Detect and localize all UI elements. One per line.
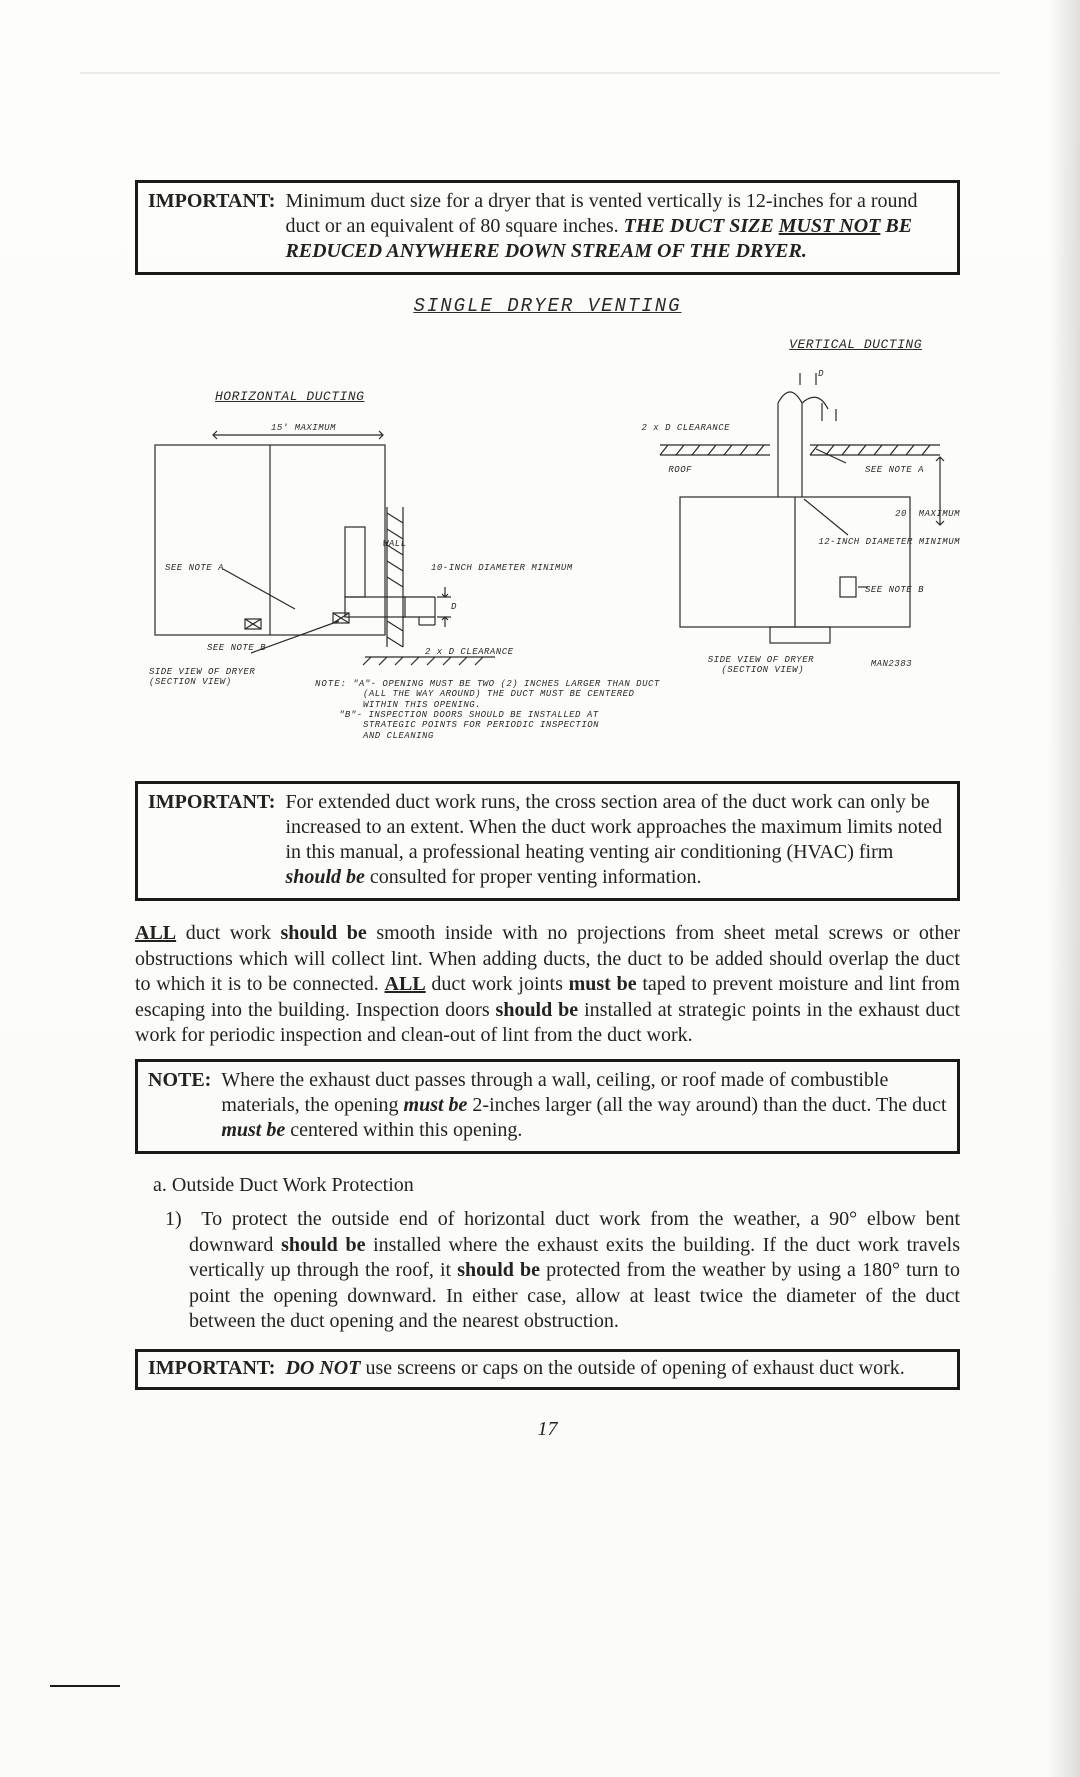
- see-note-b-right: SEE NOTE B: [865, 585, 924, 595]
- d-label-right: D: [818, 369, 824, 379]
- important-box-2: IMPORTANT: For extended duct work runs, …: [135, 781, 960, 901]
- scan-corner-mark: [50, 1685, 120, 1687]
- note-label: NOTE:: [148, 1068, 211, 1143]
- important-box-3: IMPORTANT: DO NOT use screens or caps on…: [135, 1349, 960, 1390]
- d-label-left: D: [451, 602, 457, 612]
- document-page: IMPORTANT: Minimum duct size for a dryer…: [0, 0, 1080, 1777]
- sub-heading-a: a. Outside Duct Work Protection: [153, 1174, 960, 1197]
- note-box: NOTE: Where the exhaust duct passes thro…: [135, 1059, 960, 1154]
- section-view-right: (SECTION VIEW): [721, 665, 804, 675]
- important-label: IMPORTANT:: [148, 189, 275, 264]
- note-text: Where the exhaust duct passes through a …: [221, 1068, 947, 1143]
- page-number: 17: [135, 1418, 960, 1441]
- venting-diagram: VERTICAL DUCTING HORIZONTAL DUCTING: [135, 327, 960, 757]
- see-note-b-left: SEE NOTE B: [207, 643, 266, 653]
- section-title: SINGLE DRYER VENTING: [135, 295, 960, 317]
- section-view-left: (SECTION VIEW): [149, 677, 232, 687]
- see-note-a-right: SEE NOTE A: [865, 465, 924, 475]
- clearance-right: 2 x D CLEARANCE: [641, 423, 730, 433]
- important-2-text: For extended duct work runs, the cross s…: [285, 790, 947, 890]
- list-item-1: 1) To protect the outside end of horizon…: [189, 1207, 960, 1335]
- important-2-label: IMPORTANT:: [148, 790, 275, 890]
- important-1-text: Minimum duct size for a dryer that is ve…: [285, 189, 947, 264]
- wall-label: WALL: [383, 539, 407, 549]
- roof-label: ROOF: [668, 465, 692, 475]
- twenty-max-label: 20' MAXIMUM: [895, 509, 960, 519]
- horizontal-ducting-label: HORIZONTAL DUCTING: [215, 389, 364, 404]
- diagram-note-block: NOTE: "A"- OPENING MUST BE TWO (2) INCHE…: [315, 679, 635, 741]
- horizontal-diagram: [135, 417, 565, 677]
- clearance-left: 2 x D CLEARANCE: [425, 647, 514, 657]
- side-view-right: SIDE VIEW OF DRYER: [708, 655, 814, 665]
- fifteen-max-label: 15' MAXIMUM: [271, 423, 336, 433]
- see-note-a-left: SEE NOTE A: [165, 563, 224, 573]
- body-paragraph-1: ALL duct work should be smooth inside wi…: [135, 921, 960, 1049]
- diam-10-label: 10-INCH DIAMETER MINIMUM: [431, 563, 573, 573]
- vertical-ducting-label: VERTICAL DUCTING: [789, 337, 922, 352]
- diam-12-label: 12-INCH DIAMETER MINIMUM: [818, 537, 960, 547]
- man-number: MAN2383: [871, 659, 912, 669]
- important-box-1: IMPORTANT: Minimum duct size for a dryer…: [135, 180, 960, 275]
- important-3-label: IMPORTANT:: [148, 1357, 275, 1379]
- side-view-left: SIDE VIEW OF DRYER: [149, 667, 255, 677]
